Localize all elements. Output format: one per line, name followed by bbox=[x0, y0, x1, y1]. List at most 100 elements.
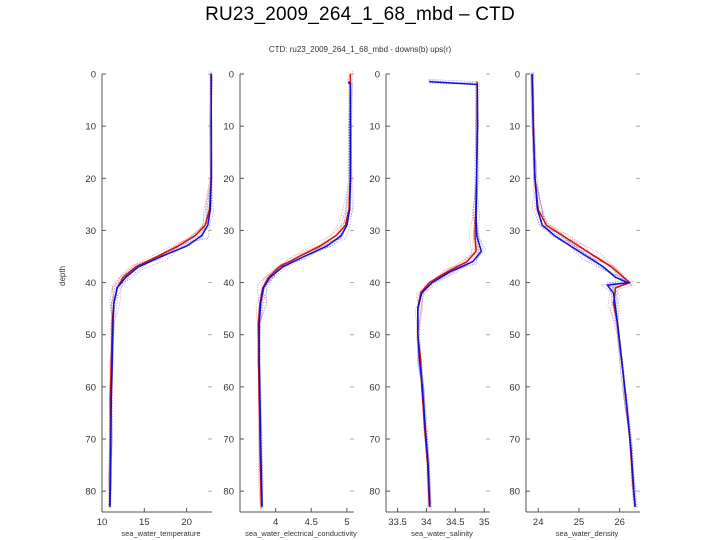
y-tick-label: 10 bbox=[509, 122, 520, 133]
x-tick-label: 10 bbox=[97, 517, 108, 528]
y-tick-label: 70 bbox=[509, 435, 520, 446]
x-tick-label: 20 bbox=[181, 517, 192, 528]
spread-trace-down bbox=[258, 81, 352, 509]
x-tick-label: 34 bbox=[421, 517, 432, 528]
series-line-down bbox=[109, 74, 212, 507]
x-axis-label: sea_water_density bbox=[556, 529, 619, 538]
y-tick-label: 70 bbox=[223, 435, 234, 446]
spread-trace-down bbox=[414, 83, 478, 509]
y-tick-label: 30 bbox=[509, 226, 520, 237]
y-tick-label: 60 bbox=[223, 382, 234, 393]
y-tick-label: 0 bbox=[515, 70, 520, 81]
y-tick-label: 20 bbox=[85, 174, 96, 185]
y-tick-label: 80 bbox=[509, 487, 520, 498]
x-tick-label: 4 bbox=[273, 517, 278, 528]
spread-trace-up bbox=[107, 74, 211, 506]
y-tick-label: 50 bbox=[369, 330, 380, 341]
y-tick-label: 40 bbox=[85, 278, 96, 289]
spread-trace-down bbox=[109, 73, 213, 506]
series-line-up bbox=[257, 74, 352, 507]
x-axis-label: sea_water_temperature bbox=[121, 529, 200, 538]
spread-trace-down bbox=[110, 73, 214, 505]
y-tick-label: 10 bbox=[223, 122, 234, 133]
x-tick-label: 35 bbox=[479, 517, 490, 528]
y-tick-label: 0 bbox=[91, 70, 96, 81]
series-line-down bbox=[531, 73, 636, 507]
spread-trace-up bbox=[257, 75, 351, 504]
spread-trace-up bbox=[108, 75, 213, 509]
series-line-down bbox=[417, 81, 483, 507]
y-tick-label: 70 bbox=[85, 435, 96, 446]
spread-trace-down bbox=[531, 75, 637, 507]
x-tick-label: 24 bbox=[533, 517, 544, 528]
y-tick-label: 60 bbox=[85, 382, 96, 393]
slide-title: RU23_2009_264_1_68_mbd – CTD bbox=[205, 4, 515, 25]
x-tick-label: 15 bbox=[139, 517, 150, 528]
spread-trace-down bbox=[533, 73, 637, 509]
x-tick-label: 25 bbox=[574, 517, 585, 528]
y-tick-label: 60 bbox=[369, 382, 380, 393]
spread-trace-up bbox=[110, 74, 213, 509]
y-tick-label: 60 bbox=[509, 382, 520, 393]
x-tick-label: 34.5 bbox=[446, 517, 465, 528]
spread-trace-up bbox=[417, 84, 480, 505]
figure-title: CTD: ru23_2009_264_1_68_mbd - downs(b) u… bbox=[268, 45, 452, 54]
spread-trace-down bbox=[258, 81, 353, 508]
x-tick-label: 4.5 bbox=[305, 517, 318, 528]
spread-trace-down bbox=[417, 81, 487, 510]
panel-3: 0 10 20 30 40 50 60 70 80 33.5 34 34.5 35 sea_water_s… bbox=[369, 70, 490, 538]
spread-trace-down bbox=[417, 80, 480, 507]
spread-trace-up bbox=[530, 74, 634, 507]
y-tick-label: 50 bbox=[223, 330, 234, 341]
y-tick-label: 50 bbox=[509, 330, 520, 341]
spread-trace-up bbox=[258, 70, 355, 507]
spread-trace-down bbox=[532, 72, 636, 508]
spread-trace-up bbox=[418, 82, 479, 504]
y-tick-label: 80 bbox=[85, 487, 96, 498]
x-axis-label: sea_water_electrical_conductivity bbox=[245, 529, 357, 538]
y-tick-label: 20 bbox=[369, 174, 380, 185]
spread-trace-up bbox=[417, 84, 480, 509]
spread-trace-up bbox=[257, 75, 351, 509]
x-tick-label: 5 bbox=[344, 517, 349, 528]
spread-trace-down bbox=[257, 80, 352, 510]
spread-trace-down bbox=[256, 79, 351, 510]
spread-trace-down bbox=[530, 73, 635, 509]
spread-trace-down bbox=[260, 83, 352, 509]
y-tick-label: 80 bbox=[223, 487, 234, 498]
series-line-down bbox=[258, 81, 352, 507]
spread-trace-up bbox=[530, 74, 634, 509]
y-tick-label: 80 bbox=[369, 487, 380, 498]
spread-trace-down bbox=[109, 76, 213, 508]
y-tick-label: 40 bbox=[369, 278, 380, 289]
panel-2: 0 10 20 30 40 50 60 70 80 4 4.5 5sea_water_electric… bbox=[223, 70, 357, 539]
y-tick-label: 10 bbox=[85, 122, 96, 133]
y-tick-label: 70 bbox=[369, 435, 380, 446]
spread-trace-up bbox=[533, 73, 638, 508]
series-line-up bbox=[531, 73, 636, 507]
y-tick-label: 30 bbox=[369, 226, 380, 237]
spread-trace-up bbox=[531, 73, 636, 507]
series-line-up bbox=[108, 74, 212, 507]
spread-trace-up bbox=[255, 72, 350, 506]
y-tick-label: 10 bbox=[369, 122, 380, 133]
y-tick-label: 50 bbox=[85, 330, 96, 341]
spread-trace-up bbox=[108, 72, 212, 505]
y-tick-label: 20 bbox=[223, 174, 234, 185]
y-tick-label: 20 bbox=[509, 174, 520, 185]
y-tick-label: 30 bbox=[85, 226, 96, 237]
spread-trace-down bbox=[533, 71, 636, 505]
spread-trace-up bbox=[109, 76, 213, 510]
x-tick-label: 26 bbox=[614, 517, 625, 528]
x-axis-label: sea_water_salinity bbox=[411, 529, 473, 538]
y-tick-label: 0 bbox=[375, 70, 380, 81]
y-tick-label: 0 bbox=[229, 70, 234, 81]
spread-trace-up bbox=[257, 74, 352, 510]
spread-trace-down bbox=[108, 71, 213, 508]
x-tick-label: 33.5 bbox=[388, 517, 407, 528]
y-tick-label: 30 bbox=[223, 226, 234, 237]
y-tick-label: 40 bbox=[223, 278, 234, 289]
